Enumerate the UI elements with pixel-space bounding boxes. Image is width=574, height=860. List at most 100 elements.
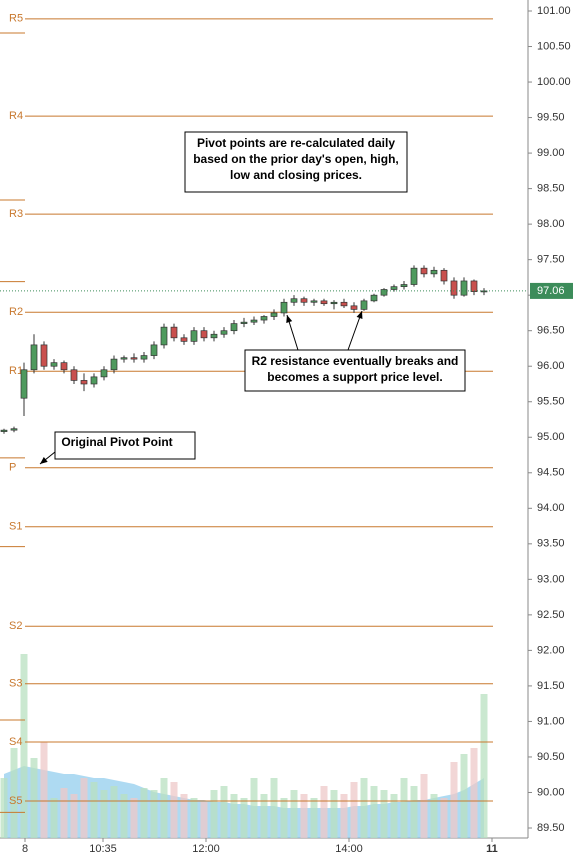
y-tick-label: 93.00	[537, 573, 565, 585]
y-tick-label: 101.00	[537, 5, 571, 17]
volume-bar	[150, 790, 158, 838]
volume-bar	[440, 798, 448, 838]
candle-body	[330, 301, 338, 305]
volume-bar	[390, 794, 398, 838]
candle-body	[380, 289, 388, 296]
candle-body	[200, 330, 208, 339]
volume-bar	[290, 790, 298, 838]
candle-body	[270, 312, 278, 317]
volume-bar	[280, 798, 288, 838]
volume-bar	[260, 794, 268, 838]
volume-bar	[220, 786, 228, 838]
volume-bar	[430, 794, 438, 838]
volume-bar	[160, 778, 168, 838]
volume-bar	[40, 742, 48, 838]
volume-bar	[230, 794, 238, 838]
candle-body	[100, 369, 108, 378]
pivot-label: R3	[9, 208, 23, 220]
volume-bar	[60, 788, 68, 838]
candle-body	[130, 357, 138, 360]
annotation-text: Original Pivot Point	[61, 435, 172, 449]
candle-body	[460, 280, 468, 296]
candle-body	[320, 300, 328, 305]
volume-bar	[0, 778, 8, 838]
volume-bar	[20, 654, 28, 838]
annotation-text: low and closing prices.	[230, 168, 362, 182]
volume-bar	[450, 762, 458, 838]
y-tick-label: 98.50	[537, 183, 565, 195]
volume-bar	[180, 794, 188, 838]
y-tick-label: 90.50	[537, 751, 565, 763]
y-tick-label: 99.00	[537, 147, 565, 159]
volume-bar	[80, 778, 88, 838]
volume-bar	[50, 798, 58, 838]
volume-bar	[380, 790, 388, 838]
volume-bar	[310, 798, 318, 838]
volume-bar	[170, 782, 178, 838]
candle-body	[70, 369, 78, 381]
volume-bar	[120, 794, 128, 838]
candle-body	[60, 362, 68, 371]
candle-body	[220, 330, 228, 335]
y-tick-label: 91.00	[537, 715, 565, 727]
y-tick-label: 99.50	[537, 111, 565, 123]
y-tick-label: 98.00	[537, 218, 565, 230]
annotation-box	[184, 131, 408, 193]
candle-body	[150, 344, 158, 356]
candle-body	[140, 355, 148, 360]
y-tick-label: 91.50	[537, 680, 565, 692]
candle-body	[400, 284, 408, 287]
candle-body	[360, 300, 368, 310]
candle-body	[340, 301, 348, 307]
candle-body	[440, 269, 448, 282]
y-tick-label: 95.50	[537, 396, 565, 408]
candle-body	[20, 369, 28, 399]
candle-body	[280, 301, 288, 314]
pivot-label: P	[9, 462, 16, 474]
volume-bar	[320, 786, 328, 838]
candle-body	[180, 337, 188, 342]
pivot-label: R2	[9, 306, 23, 318]
volume-bar	[10, 748, 18, 838]
annotation-text: R2 resistance eventually breaks and	[252, 354, 459, 368]
candle-body	[260, 316, 268, 321]
arrow-head	[286, 315, 293, 323]
candle-body	[190, 330, 198, 342]
pivot-label: S5	[9, 795, 22, 807]
y-tick-label: 93.50	[537, 538, 565, 550]
volume-bar	[140, 788, 148, 838]
pivot-label: S1	[9, 521, 22, 533]
y-tick-label: 94.50	[537, 467, 565, 479]
volume-bar	[480, 694, 488, 838]
x-tick-label: 10:35	[89, 843, 117, 855]
candle-body	[230, 323, 238, 332]
y-tick-label: 92.50	[537, 609, 565, 621]
y-tick-label: 89.50	[537, 822, 565, 834]
y-tick-label: 100.50	[537, 40, 571, 52]
candle-body	[210, 333, 218, 339]
candle-body	[110, 358, 118, 371]
arrow-head	[356, 311, 363, 319]
x-tick-label: 14:00	[335, 843, 363, 855]
pivot-label: S4	[9, 736, 22, 748]
volume-bar	[210, 790, 218, 838]
candle-body	[10, 428, 18, 431]
volume-bar	[470, 748, 478, 838]
volume-bar	[130, 798, 138, 838]
last-price-box	[530, 282, 573, 299]
y-tick-label: 92.00	[537, 644, 565, 656]
candle-body	[250, 319, 258, 323]
volume-bar	[100, 790, 108, 838]
volume-bar	[340, 794, 348, 838]
pivot-label: S3	[9, 678, 22, 690]
pivot-label: S2	[9, 620, 22, 632]
volume-bar	[270, 778, 278, 838]
candle-body	[370, 294, 378, 302]
volume-bar	[330, 790, 338, 838]
y-tick-label: 90.00	[537, 786, 565, 798]
candle-body	[290, 298, 298, 303]
candle-body	[170, 326, 178, 339]
candle-body	[40, 344, 48, 367]
